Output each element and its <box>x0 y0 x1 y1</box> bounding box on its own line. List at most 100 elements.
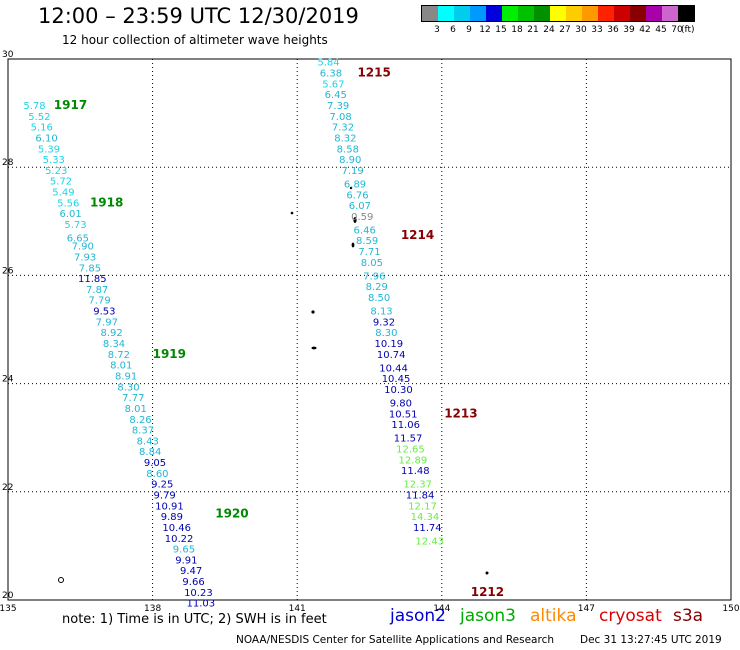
island <box>349 186 353 190</box>
legend-swatch <box>518 6 534 21</box>
wave-height-value: 9.91 <box>175 555 197 566</box>
wave-height-value: 12.17 <box>408 501 437 512</box>
wave-height-value: 11.48 <box>401 466 430 477</box>
wave-height-value: 11.84 <box>406 491 435 502</box>
wave-height-value: 5.56 <box>57 198 79 209</box>
wave-height-value: 11.85 <box>78 274 107 285</box>
wave-height-value: 12.37 <box>403 480 432 491</box>
wave-height-value: 12.43 <box>415 536 444 547</box>
wave-height-value: 6.76 <box>346 190 368 201</box>
generated-timestamp: Dec 31 13:27:45 UTC 2019 <box>580 634 722 646</box>
wave-height-value: 8.58 <box>337 144 359 155</box>
wave-height-value: 7.79 <box>88 296 110 307</box>
wave-height-value: 9.47 <box>180 566 202 577</box>
wave-height-value: 8.60 <box>146 469 168 480</box>
wave-height-value: 10.45 <box>382 374 411 385</box>
wave-height-value: 7.90 <box>72 242 94 253</box>
wave-height-observations: 5.785.525.166.105.395.335.235.725.495.56… <box>23 58 444 610</box>
wave-height-value: 9.25 <box>151 480 173 491</box>
wave-height-value: 8.37 <box>132 426 154 437</box>
pass-number: 1917 <box>54 98 87 112</box>
legend-swatch <box>486 6 502 21</box>
island <box>351 242 355 248</box>
wave-height-value: 6.65 <box>67 234 89 245</box>
wave-height-value: 6.07 <box>349 201 371 212</box>
wave-height-value: 8.91 <box>115 371 137 382</box>
legend-label: 42 <box>639 25 651 35</box>
wave-height-value: 7.93 <box>74 252 96 263</box>
wave-height-value: 8.92 <box>100 328 122 339</box>
wave-height-value: 8.34 <box>103 339 125 350</box>
satellite-jason3: jason3 <box>460 606 516 626</box>
wave-height-value: 12.65 <box>396 445 425 456</box>
legend-labels: (ft) 3 6 9 12 15 18 21 24 27 30 33 36 39 42 45 70 <box>421 25 695 37</box>
wave-height-value: 8.72 <box>108 350 130 361</box>
wave-height-value: 8.32 <box>334 133 356 144</box>
legend-swatch <box>454 6 470 21</box>
wave-height-value: 5.23 <box>45 166 67 177</box>
map-title: 12:00 – 23:59 UTC 12/30/2019 <box>38 4 359 28</box>
wave-height-value: 9.89 <box>161 512 183 523</box>
wave-height-value: 5.49 <box>52 188 74 199</box>
island <box>311 346 317 350</box>
legend-label: 24 <box>543 25 555 35</box>
wave-height-value: 5.84 <box>317 58 339 69</box>
wave-height-value: 9.05 <box>144 458 166 469</box>
wave-height-value: 5.73 <box>64 220 86 231</box>
wave-height-value: 8.26 <box>129 415 151 426</box>
legend-label: 70 <box>671 25 683 35</box>
legend-label: 45 <box>655 25 667 35</box>
lon-tick-label: 138 <box>144 604 161 614</box>
wave-height-value: 7.87 <box>86 285 108 296</box>
legend-swatch <box>566 6 582 21</box>
lat-lon-grid <box>8 59 731 600</box>
wave-height-value: 14.34 <box>411 512 440 523</box>
legend-swatch <box>550 6 566 21</box>
wave-height-value: 8.05 <box>361 258 383 269</box>
wave-height-value: 6.01 <box>60 209 82 220</box>
wave-height-value: 9.79 <box>154 491 176 502</box>
wave-height-value: 6.10 <box>35 133 57 144</box>
axis-tick-labels: 135 138 141 144 147 150 30 28 26 24 22 20 <box>0 50 740 614</box>
legend-label: 36 <box>607 25 619 35</box>
lat-tick-label: 20 <box>2 591 14 601</box>
legend-label: 27 <box>559 25 571 35</box>
pass-number: 1920 <box>215 506 248 520</box>
wave-height-value: 7.85 <box>79 263 101 274</box>
lon-tick-label: 135 <box>0 604 17 614</box>
wave-height-value: 8.30 <box>375 328 397 339</box>
wave-height-value: 12.89 <box>399 455 428 466</box>
legend-label: 3 <box>434 25 440 35</box>
legend-swatch <box>438 6 454 21</box>
legend-swatch <box>502 6 518 21</box>
legend-swatches <box>421 5 695 22</box>
pass-number: 1214 <box>401 228 434 242</box>
legend-swatch <box>422 6 438 21</box>
island <box>353 217 357 223</box>
legend-swatch <box>662 6 678 21</box>
wave-height-value: 8.50 <box>368 293 390 304</box>
wave-height-value: 9.66 <box>182 577 204 588</box>
island <box>58 577 64 583</box>
lat-tick-label: 28 <box>2 158 14 168</box>
wave-height-value: 8.29 <box>366 282 388 293</box>
island <box>485 571 489 575</box>
wave-height-value: 8.84 <box>139 447 161 458</box>
credit-line: NOAA/NESDIS Center for Satellite Applica… <box>236 634 554 646</box>
footnote: note: 1) Time is in UTC; 2) SWH is in fe… <box>62 612 327 627</box>
wave-height-value: 10.74 <box>377 350 406 361</box>
wave-height-value: 10.22 <box>165 534 194 545</box>
legend-label: 6 <box>450 25 456 35</box>
wave-height-value: 7.32 <box>332 123 354 134</box>
pass-number: 1918 <box>90 195 123 209</box>
legend-unit: (ft) <box>681 25 695 35</box>
legend-label: 33 <box>591 25 603 35</box>
pass-number: 1919 <box>153 347 186 361</box>
wave-height-value: 10.19 <box>374 339 403 350</box>
legend-swatch <box>598 6 614 21</box>
wave-height-value: 5.78 <box>23 101 45 112</box>
wave-height-value: 11.06 <box>391 420 420 431</box>
wave-height-value: 5.67 <box>322 79 344 90</box>
lat-tick-label: 22 <box>2 483 13 493</box>
wave-height-value: 10.46 <box>162 523 191 534</box>
